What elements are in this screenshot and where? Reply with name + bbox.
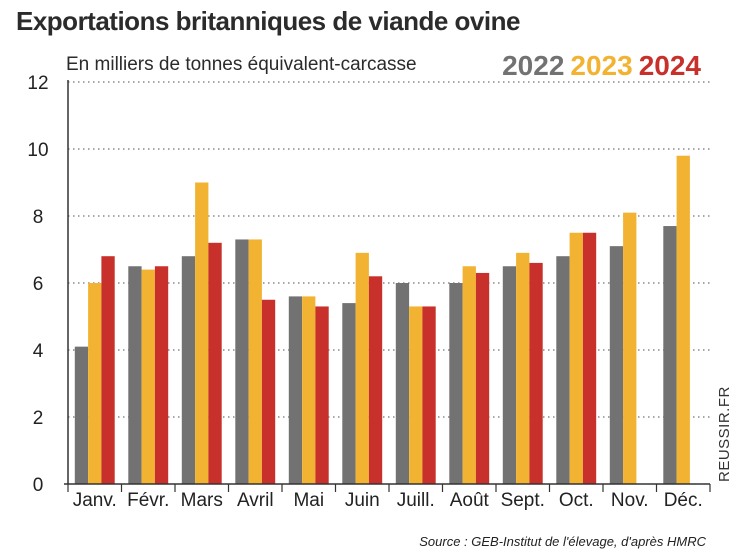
x-tick-label: Avril (237, 490, 274, 511)
bar-2024 (154, 266, 169, 484)
x-tick-label: Janv. (73, 490, 117, 511)
legend-item-2022: 2022 (502, 50, 565, 81)
y-tick-label: 8 (33, 207, 44, 228)
source-note: Source : GEB-Institut de l'élevage, d'ap… (419, 534, 706, 549)
bar-2023 (355, 252, 369, 484)
legend-item-2024: 2024 (638, 50, 701, 81)
x-tick-label: Août (450, 490, 490, 511)
x-tick-label: Nov. (611, 490, 649, 511)
legend-item-2023: 2023 (570, 50, 633, 81)
bar-2022 (395, 283, 410, 484)
bar-2024 (475, 272, 490, 484)
bar-2023 (88, 283, 102, 484)
bar-2022 (235, 239, 249, 484)
bar-2024 (101, 256, 115, 484)
bar-2024 (582, 232, 597, 484)
y-tick-label: 6 (33, 274, 44, 295)
bar-2022 (663, 226, 677, 485)
bar-2023 (462, 266, 476, 484)
x-tick-label: Sept. (501, 490, 545, 511)
bar-2023 (195, 182, 209, 484)
bar-2023 (141, 269, 155, 484)
x-tick-label: Oct. (559, 490, 594, 511)
x-tick-label: Juin (345, 490, 380, 511)
bar-2022 (288, 296, 303, 484)
bar-2022 (449, 283, 463, 484)
x-tick-label: Juill. (397, 490, 435, 511)
legend: 2022 2023 2024 (496, 50, 701, 82)
bar-2024 (261, 299, 276, 484)
y-tick-label: 2 (33, 408, 44, 429)
chart-title: Exportations britanniques de viande ovin… (16, 6, 520, 36)
bar-2024 (529, 262, 543, 484)
bar-2024 (368, 276, 383, 484)
x-tick-label: Déc. (664, 490, 703, 511)
bar-2022 (181, 256, 196, 484)
bar-2024 (422, 306, 436, 484)
bar-2024 (315, 306, 329, 484)
bar-2022 (342, 303, 356, 484)
bar-2022 (556, 256, 570, 484)
x-tick-label: Févr. (127, 490, 169, 511)
bar-2022 (74, 346, 89, 484)
bar-2023 (516, 252, 530, 484)
y-tick-label: 4 (33, 341, 44, 362)
bar-2023 (409, 306, 423, 484)
bar-2023 (248, 239, 262, 484)
bar-2022 (609, 246, 624, 484)
y-tick-label: 0 (33, 475, 44, 496)
bar-2023 (302, 296, 316, 484)
bar-2023 (676, 155, 690, 484)
x-tick-label: Mars (181, 490, 223, 511)
watermark: REUSSIR.FR (716, 386, 733, 482)
chart-subtitle: En milliers de tonnes équivalent-carcass… (66, 54, 417, 75)
bar-2024 (208, 242, 222, 484)
bar-2023 (569, 232, 583, 484)
bar-2022 (128, 266, 142, 484)
bar-2022 (502, 266, 517, 484)
y-tick-label: 10 (27, 140, 48, 161)
bar-2023 (623, 212, 637, 484)
y-tick-label: 12 (27, 73, 48, 94)
x-tick-label: Mai (293, 490, 324, 511)
